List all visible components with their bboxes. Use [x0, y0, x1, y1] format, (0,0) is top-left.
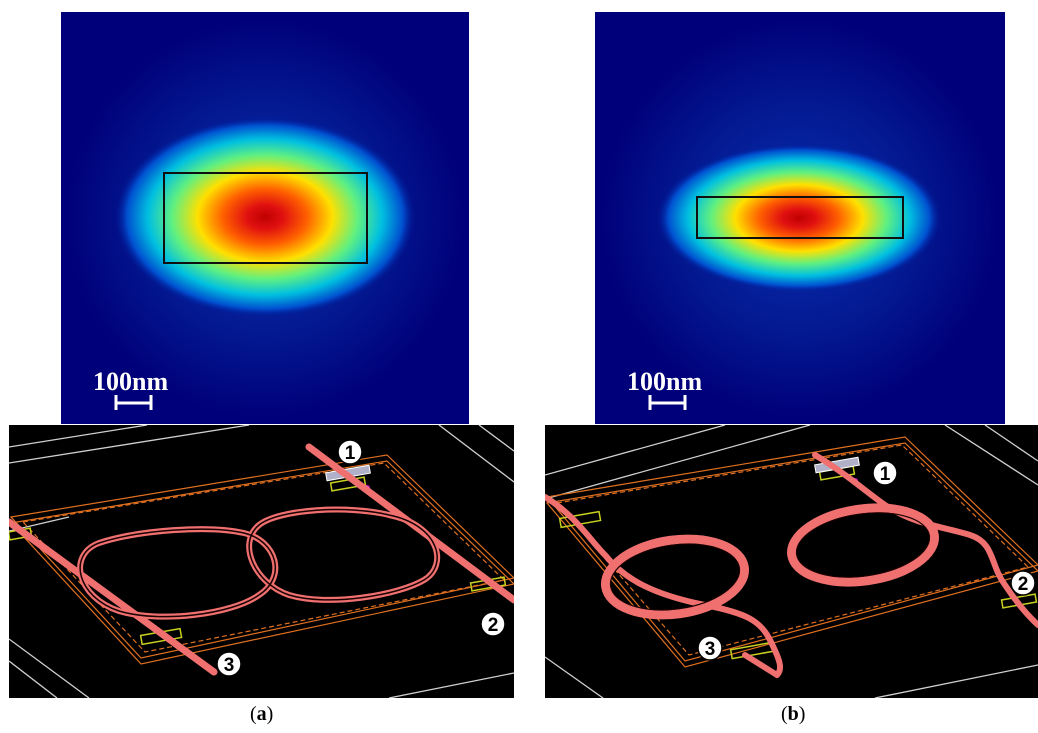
waveguide-core-outline [163, 172, 368, 264]
device-layout-b: 1 2 3 [545, 425, 1038, 698]
mode-field-plot-a: 100nm [61, 12, 469, 424]
port-2-label: 2 [488, 615, 499, 636]
chip-outline [9, 454, 514, 665]
port-2-marker: 2 [480, 611, 506, 637]
scale-bar-label: 100nm [627, 367, 702, 396]
port-3-label: 3 [705, 639, 716, 660]
grid-lines [9, 425, 514, 698]
port-1-marker: 1 [337, 439, 363, 465]
port-3-label: 3 [224, 655, 235, 676]
mode-profile [657, 144, 941, 292]
caption-b: (b) [781, 703, 806, 725]
scale-bar-label: 100nm [93, 367, 168, 396]
grid-lines [545, 425, 1038, 698]
port-1-label: 1 [345, 443, 356, 464]
port-1-marker: 1 [872, 460, 898, 486]
scale-bar [114, 395, 153, 410]
waveguide-core-outline [696, 196, 904, 239]
mode-profile [115, 117, 415, 317]
scale-bar [648, 395, 687, 410]
port-3-marker: 3 [216, 651, 242, 677]
caption-a: (a) [250, 703, 274, 725]
port-2-label: 2 [1018, 574, 1029, 595]
ring-resonators [600, 503, 939, 620]
device-layout-a: 1 2 3 [9, 425, 514, 698]
port-2-marker: 2 [1010, 570, 1036, 596]
port-1-label: 1 [880, 464, 891, 485]
port-3-marker: 3 [697, 635, 723, 661]
mode-field-plot-b: 100nm [595, 12, 1005, 424]
bus-waveguides [545, 452, 1038, 678]
